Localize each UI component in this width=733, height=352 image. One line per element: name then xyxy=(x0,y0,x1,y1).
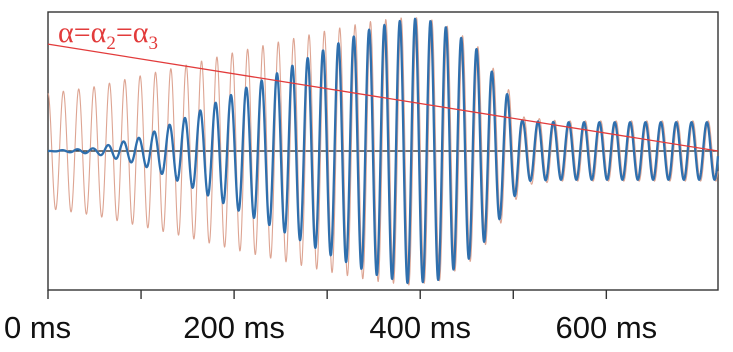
reference-line xyxy=(47,43,719,152)
x-tick-label-4: 400 ms xyxy=(369,310,471,345)
series-oscillation-2 xyxy=(47,17,720,285)
x-axis: 0 ms 200 ms 400 ms 600 ms xyxy=(4,290,657,345)
x-tick-label-6: 600 ms xyxy=(555,310,657,345)
legend-label: α=α2=α3 xyxy=(58,16,158,54)
plot-area xyxy=(47,11,720,291)
legend-part-1: α=α xyxy=(58,16,107,49)
x-tick-label-2: 200 ms xyxy=(183,310,285,345)
x-tick-label-0: 0 ms xyxy=(4,310,71,345)
legend-subscript-2: 2 xyxy=(106,33,116,54)
legend-subscript-4: 3 xyxy=(149,33,159,54)
legend-part-3: =α xyxy=(116,16,149,49)
